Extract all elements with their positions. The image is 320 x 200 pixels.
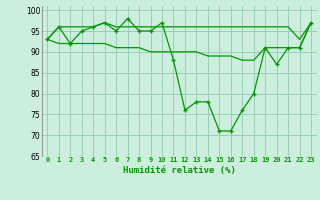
X-axis label: Humidité relative (%): Humidité relative (%) [123,166,236,175]
